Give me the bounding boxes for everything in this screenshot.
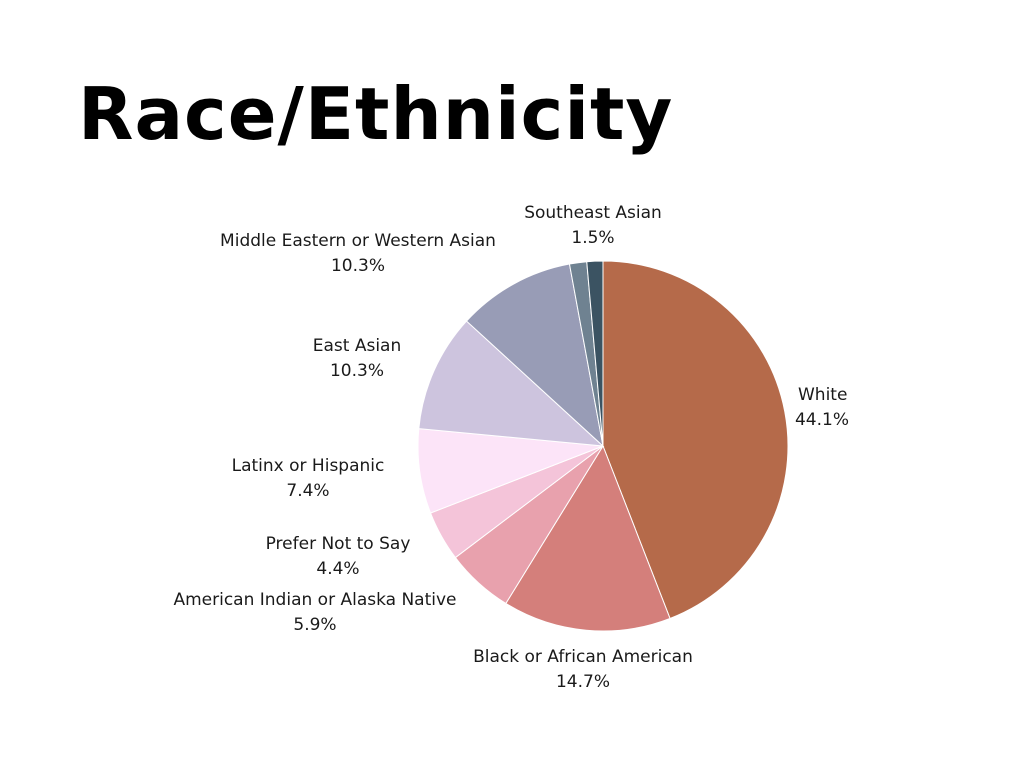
slice-value-label: 4.4%: [316, 559, 359, 579]
slice-label: Middle Eastern or Western Asian: [220, 231, 496, 251]
slice-value-label: 44.1%: [795, 410, 849, 430]
slice-label: Southeast Asian: [524, 203, 662, 223]
slice-value-label: 10.3%: [330, 361, 384, 381]
slice-value-label: 14.7%: [556, 672, 610, 692]
slice-value-label: 7.4%: [286, 481, 329, 501]
pie-slices: [417, 260, 789, 632]
slice-value-label: 10.3%: [331, 256, 385, 276]
pie-slice-middle-eastern-or-western-asian: [465, 263, 604, 448]
pie-slice-black-or-african-american: [505, 444, 671, 632]
slice-label: Latinx or Hispanic: [232, 456, 385, 476]
pie-slice-east-asian: [418, 320, 605, 447]
slice-value-label: 5.9%: [293, 615, 336, 635]
slice-label: Black or African American: [473, 647, 693, 667]
slice-label: East Asian: [313, 336, 402, 356]
slice-label: White: [798, 385, 847, 405]
slice-label: American Indian or Alaska Native: [173, 590, 456, 610]
slice-value-label: 1.5%: [571, 228, 614, 248]
slice-label: Prefer Not to Say: [266, 534, 411, 554]
pie-slice-unlabeled: [586, 260, 604, 447]
page-title: Race/Ethnicity: [78, 72, 674, 156]
pie-labels: White 44.1% Black or African American 14.7%…: [173, 203, 849, 692]
pie-slice-white: [602, 260, 789, 620]
